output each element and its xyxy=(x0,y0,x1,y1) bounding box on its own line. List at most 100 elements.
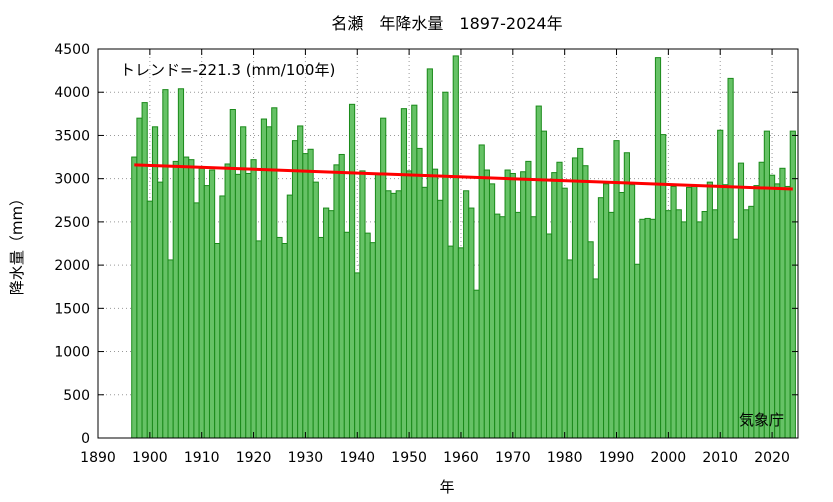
precipitation-bar xyxy=(162,89,169,439)
precipitation-bar xyxy=(670,185,677,439)
y-tick-label: 1000 xyxy=(54,345,90,361)
source-label: 気象庁 xyxy=(739,411,784,429)
precipitation-bar xyxy=(722,184,729,439)
precipitation-bar xyxy=(214,243,221,439)
x-tick-label: 1970 xyxy=(495,450,531,466)
precipitation-bar xyxy=(774,183,781,439)
precipitation-bar xyxy=(146,200,153,439)
precipitation-bar xyxy=(758,161,765,439)
precipitation-bar xyxy=(592,278,599,439)
precipitation-bar xyxy=(675,209,682,439)
precipitation-bar xyxy=(608,211,615,439)
precipitation-bar xyxy=(224,163,231,439)
y-tick-label: 2000 xyxy=(54,258,90,274)
precipitation-bar xyxy=(380,117,387,439)
precipitation-bar xyxy=(406,170,413,439)
precipitation-bar xyxy=(779,167,786,439)
precipitation-bar xyxy=(691,185,698,439)
precipitation-bar xyxy=(727,77,734,439)
precipitation-bar xyxy=(628,184,636,439)
precipitation-bar xyxy=(354,272,361,439)
precipitation-bar xyxy=(603,183,610,439)
precipitation-bar xyxy=(302,153,309,439)
precipitation-bar xyxy=(442,91,449,439)
precipitation-bar xyxy=(385,190,392,439)
precipitation-bar xyxy=(343,231,350,439)
precipitation-bar xyxy=(743,209,750,439)
precipitation-bar xyxy=(623,152,630,439)
x-tick-label: 1920 xyxy=(236,450,272,466)
precipitation-bar xyxy=(748,205,755,439)
precipitation-bar xyxy=(639,218,646,439)
precipitation-bar xyxy=(291,140,299,439)
precipitation-bar xyxy=(188,159,195,439)
x-tick-label: 1890 xyxy=(80,450,116,466)
bar-series xyxy=(131,55,796,439)
precipitation-bar xyxy=(312,181,319,439)
precipitation-bar xyxy=(618,191,625,439)
precipitation-bar xyxy=(229,109,236,439)
precipitation-bar xyxy=(478,144,485,439)
precipitation-bar xyxy=(131,156,138,439)
precipitation-bar xyxy=(374,172,382,439)
precipitation-bar xyxy=(208,169,216,439)
y-tick-label: 1500 xyxy=(54,301,90,317)
precipitation-bar xyxy=(494,213,501,439)
precipitation-bar xyxy=(680,221,688,439)
precipitation-bar xyxy=(203,185,210,439)
precipitation-bar xyxy=(763,130,770,439)
precipitation-bar xyxy=(686,186,693,439)
precipitation-bar xyxy=(157,181,164,439)
precipitation-bar xyxy=(587,241,594,439)
axis-ticks: 1890 1900 1910 1920 1930 1940 1950 1960 1970 1980… xyxy=(54,42,798,466)
y-tick-label: 3000 xyxy=(54,172,90,188)
precipitation-bar xyxy=(649,218,656,439)
precipitation-bar xyxy=(768,174,776,439)
precipitation-bar xyxy=(753,185,760,439)
precipitation-bar xyxy=(717,129,724,439)
precipitation-bar xyxy=(431,168,439,439)
precipitation-bar xyxy=(297,125,304,439)
precipitation-bar xyxy=(711,209,719,439)
x-tick-label: 2020 xyxy=(754,450,790,466)
trend-line xyxy=(134,163,793,191)
precipitation-bar xyxy=(151,126,159,439)
precipitation-bar xyxy=(634,263,641,439)
precipitation-bar xyxy=(348,103,356,439)
precipitation-bar xyxy=(234,173,242,439)
precipitation-bar xyxy=(219,195,226,439)
precipitation-bar xyxy=(654,57,662,439)
x-tick-label: 1910 xyxy=(184,450,220,466)
x-tick-label: 1940 xyxy=(339,450,375,466)
x-tick-label: 2000 xyxy=(651,450,687,466)
precipitation-bar xyxy=(183,156,190,439)
precipitation-bar xyxy=(571,157,579,439)
precipitation-bar xyxy=(286,194,293,439)
precipitation-bar xyxy=(468,207,475,439)
precipitation-bar xyxy=(328,210,335,439)
precipitation-bar xyxy=(566,259,573,439)
trend-label: トレンド=-221.3 (mm/100年) xyxy=(120,61,335,79)
x-axis-label: 年 xyxy=(439,478,454,496)
precipitation-bar xyxy=(582,165,589,439)
precipitation-bar xyxy=(390,192,397,439)
precipitation-bar xyxy=(172,160,179,439)
precipitation-bar xyxy=(520,171,527,439)
precipitation-bar xyxy=(421,186,428,439)
precipitation-bar xyxy=(789,130,796,439)
x-tick-label: 1900 xyxy=(132,450,168,466)
precipitation-bar xyxy=(240,126,247,439)
precipitation-bar xyxy=(732,238,739,439)
precipitation-bar xyxy=(706,181,713,439)
precipitation-bar xyxy=(561,187,568,439)
x-tick-label: 1980 xyxy=(547,450,583,466)
chart-title: 名瀬 年降水量 1897-2024年 xyxy=(331,14,562,33)
x-tick-label: 2010 xyxy=(702,450,738,466)
precipitation-bar xyxy=(338,153,345,439)
precipitation-bar xyxy=(463,190,470,439)
precipitation-bar xyxy=(177,88,185,439)
y-tick-label: 0 xyxy=(81,431,90,447)
precipitation-bar xyxy=(509,172,516,439)
x-tick-label: 1950 xyxy=(391,450,427,466)
